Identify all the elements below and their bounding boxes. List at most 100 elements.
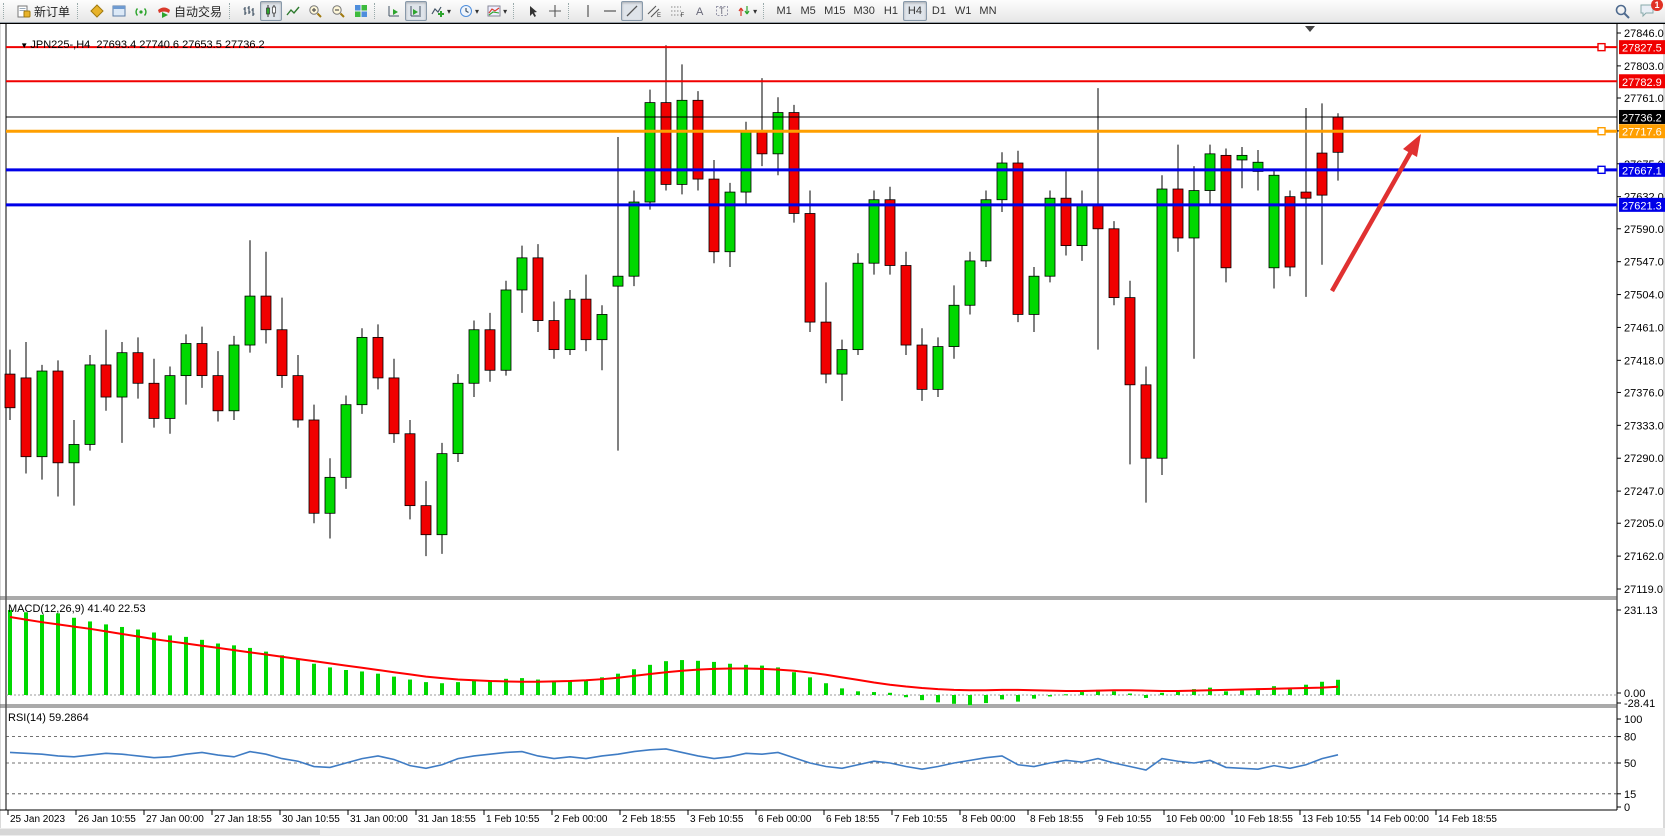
toolbar-grip[interactable]: [229, 3, 235, 19]
candle: [932, 346, 944, 390]
templates-button[interactable]: ▾: [483, 1, 511, 21]
time-tick-label: 27 Jan 18:55: [214, 814, 272, 825]
horizontal-line-button[interactable]: [599, 1, 621, 21]
diamond-icon: [90, 4, 104, 18]
time-tick-label: 14 Feb 18:55: [1438, 814, 1497, 825]
chart-shift-button[interactable]: [405, 1, 428, 21]
toolbar-grip[interactable]: [763, 3, 769, 19]
dropdown-caret: ▾: [753, 6, 758, 16]
symbol-period: JPN225-,H4: [30, 39, 91, 51]
candle: [100, 364, 112, 398]
macd-bar: [1224, 691, 1228, 695]
macd-bar: [536, 679, 540, 695]
toolbar-grip[interactable]: [374, 3, 380, 19]
macd-bar: [1112, 691, 1116, 695]
macd-bar: [440, 683, 444, 695]
tab-timeframe-m5[interactable]: M5: [800, 5, 816, 17]
macd-bar: [616, 673, 620, 695]
time-tick-label: 26 Jan 10:55: [78, 814, 136, 825]
cursor-button[interactable]: [522, 1, 544, 21]
auto-trading-label: 自动交易: [174, 4, 223, 19]
macd-bar: [712, 661, 716, 695]
time-tick-label: 31 Jan 18:55: [418, 814, 476, 825]
new-order-button[interactable]: 新订单: [12, 1, 75, 21]
tab-timeframe-m30[interactable]: M30: [853, 5, 875, 17]
macd-bar: [1048, 695, 1052, 697]
time-tick-label: 1 Feb 10:55: [486, 814, 540, 825]
candle: [260, 295, 272, 331]
candle: [52, 370, 64, 464]
data-window-button[interactable]: [108, 1, 130, 21]
rsi-axis-label: 0: [1624, 802, 1630, 814]
candle: [1172, 188, 1184, 239]
macd-bar: [1240, 689, 1244, 695]
macd-bar: [1176, 690, 1180, 695]
candle: [372, 336, 384, 379]
chart-window[interactable]: 27846.027803.027761.027718.027675.027632…: [0, 23, 1665, 836]
text-label-button[interactable]: T: [711, 1, 733, 21]
macd-bar: [312, 663, 316, 695]
candle: [324, 476, 336, 514]
auto-scroll-button[interactable]: [383, 1, 405, 21]
trendline-button[interactable]: [621, 1, 644, 21]
candle: [1332, 116, 1344, 153]
time-tick-label: 31 Jan 00:00: [350, 814, 408, 825]
candle: [980, 199, 992, 262]
candle: [788, 112, 800, 214]
tab-timeframe-h1[interactable]: H1: [883, 5, 898, 17]
macd-bar: [808, 677, 812, 695]
rsi-line: [9, 748, 1339, 771]
time-tick-label: 25 Jan 2023: [10, 814, 65, 825]
macd-bar: [280, 655, 284, 695]
toolbar-grip[interactable]: [77, 3, 83, 19]
svg-text:E: E: [657, 13, 661, 18]
candle: [1156, 188, 1168, 459]
ohlc-info-line[interactable]: ▼ JPN225-,H4 27693.4 27740.6 27653.5 277…: [8, 27, 264, 63]
arrows-button[interactable]: ▾: [733, 1, 761, 21]
line-chart-button[interactable]: [282, 1, 304, 21]
auto-trading-button[interactable]: 自动交易: [152, 1, 227, 21]
candle: [724, 191, 736, 253]
indicators-button[interactable]: ▾: [427, 1, 455, 21]
candle: [468, 329, 480, 384]
toolbar-grip[interactable]: [513, 3, 519, 19]
rsi-axis-label: 50: [1624, 758, 1636, 770]
level-badge-label: 27667.1: [1622, 165, 1662, 177]
tab-timeframe-m15[interactable]: M15: [824, 5, 846, 17]
macd-bar: [760, 665, 764, 695]
macd-bar: [1016, 695, 1020, 702]
macd-axis-label: 231.13: [1624, 605, 1658, 617]
candle: [148, 382, 160, 419]
notifications-button[interactable]: 1: [1639, 0, 1663, 21]
tab-timeframe-m1[interactable]: M1: [776, 5, 792, 17]
tab-timeframe-w1[interactable]: W1: [954, 5, 972, 17]
macd-bar: [328, 667, 332, 695]
signals-button[interactable]: [130, 1, 152, 21]
fibonacci-button[interactable]: F: [666, 1, 689, 21]
one-click-toggle-icon[interactable]: ▼: [20, 41, 31, 50]
macd-bar: [984, 695, 988, 704]
bar-chart-button[interactable]: [238, 1, 260, 21]
channel-icon: E: [647, 5, 661, 18]
tile-windows-button[interactable]: [350, 1, 372, 21]
tab-timeframe-mn[interactable]: MN: [979, 5, 997, 17]
search-icon[interactable]: [1614, 3, 1631, 20]
toolbar-grip[interactable]: [568, 3, 574, 19]
zoom-in-button[interactable]: [304, 1, 327, 21]
periods-button[interactable]: ▾: [455, 1, 483, 21]
zoom-out-button[interactable]: [327, 1, 350, 21]
candle: [708, 178, 720, 253]
macd-bar: [1144, 695, 1148, 698]
text-button[interactable]: A: [689, 1, 711, 21]
chart-canvas[interactable]: 27846.027803.027761.027718.027675.027632…: [0, 23, 1665, 836]
channel-button[interactable]: E: [643, 1, 666, 21]
market-watch-button[interactable]: [86, 1, 108, 21]
crosshair-icon: [549, 5, 562, 17]
crosshair-button[interactable]: [544, 1, 566, 21]
toolbar-grip[interactable]: [3, 3, 9, 19]
vertical-line-button[interactable]: [577, 1, 599, 21]
price-tick-label: 27846.0: [1624, 28, 1664, 40]
tab-timeframe-h4[interactable]: H4: [902, 1, 927, 21]
tab-timeframe-d1[interactable]: D1: [931, 5, 946, 17]
candlestick-button[interactable]: [260, 1, 283, 21]
